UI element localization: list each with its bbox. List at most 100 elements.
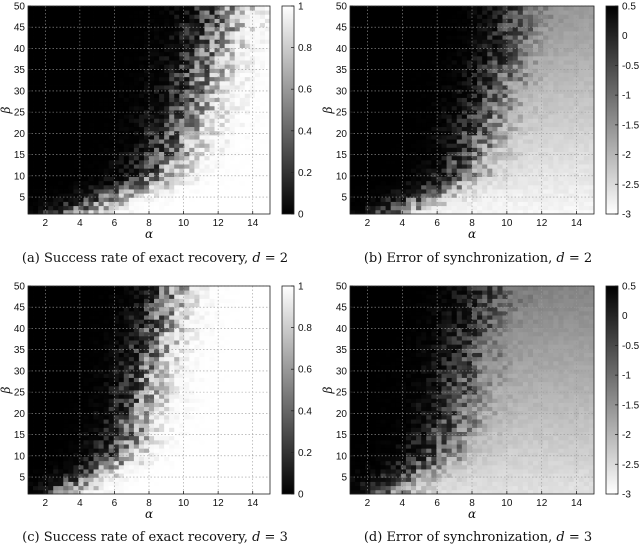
heatmap-cell (588, 147, 595, 152)
heatmap-cell (38, 6, 44, 11)
heatmap-cell (138, 122, 145, 128)
heatmap-cell (164, 155, 170, 161)
heatmap-cell (189, 130, 195, 136)
heatmap-cell (578, 6, 585, 11)
heatmap-cell (543, 18, 549, 24)
heatmap-cell (179, 118, 185, 123)
heatmap-cell (113, 209, 120, 215)
heatmap-cell (43, 10, 49, 15)
heatmap-cell (451, 43, 458, 48)
heatmap-cell (436, 201, 442, 207)
heatmap-cell (254, 6, 261, 11)
heatmap-cell (224, 39, 231, 44)
heatmap-cell (441, 139, 447, 144)
colorbar-tick-label: 0.8 (298, 43, 312, 54)
heatmap-cell (553, 89, 559, 94)
heatmap-cell (411, 30, 417, 36)
heatmap-cell (365, 147, 371, 152)
heatmap-cell (533, 39, 539, 44)
heatmap-cell (43, 76, 49, 82)
heatmap-cell (264, 168, 271, 173)
heatmap-cell (533, 80, 539, 86)
heatmap-cell (446, 14, 453, 19)
heatmap-cell (558, 201, 564, 207)
heatmap-cell (456, 22, 463, 28)
heatmap-cell (128, 80, 135, 86)
heatmap-cell (133, 180, 140, 186)
heatmap-cell (390, 22, 397, 28)
heatmap-cell (33, 97, 39, 103)
heatmap-cell (58, 68, 64, 73)
heatmap-cell (426, 97, 432, 103)
heatmap-cell (159, 39, 165, 44)
heatmap-cell (189, 68, 195, 73)
heatmap-cell (234, 155, 241, 161)
heatmap-cell (214, 76, 220, 82)
heatmap-cell (365, 134, 371, 140)
heatmap-cell (502, 176, 508, 182)
heatmap-cell (482, 47, 488, 53)
heatmap-cell (563, 151, 569, 157)
heatmap-cell (259, 172, 266, 177)
heatmap-cell (350, 168, 356, 173)
heatmap-cell (88, 180, 94, 186)
heatmap-cell (538, 110, 544, 115)
heatmap-cell (380, 60, 386, 65)
heatmap-cell (199, 30, 205, 36)
heatmap-cell (370, 143, 376, 148)
heatmap-cell (456, 189, 463, 194)
heatmap-cell (179, 205, 185, 211)
heatmap-cell (128, 114, 135, 119)
heatmap-cell (154, 184, 160, 190)
heatmap-cell (405, 110, 412, 115)
heatmap-cell (38, 126, 44, 132)
caption-math: d (556, 251, 564, 266)
heatmap-cell (350, 85, 356, 90)
heatmap-cell (48, 60, 54, 65)
heatmap-cell (355, 172, 361, 177)
heatmap-cell (517, 180, 524, 186)
heatmap-cell (149, 159, 155, 165)
heatmap-cell (28, 89, 34, 94)
heatmap-cell (380, 122, 386, 128)
heatmap-cell (38, 110, 44, 115)
heatmap-cell (411, 126, 417, 132)
heatmap-cell (209, 101, 215, 107)
heatmap-cell (38, 43, 44, 48)
heatmap-cell (578, 164, 585, 169)
heatmap-cell (436, 60, 442, 65)
heatmap-cell (487, 168, 493, 173)
heatmap-cell (527, 18, 534, 24)
heatmap-cell (583, 10, 590, 15)
heatmap-cell (58, 180, 64, 186)
heatmap-cell (482, 110, 488, 115)
heatmap-cell (365, 189, 371, 194)
heatmap-cell (254, 72, 261, 78)
heatmap-cell (390, 159, 397, 165)
heatmap-cell (264, 72, 271, 78)
heatmap-cell (123, 209, 130, 215)
heatmap-cell (461, 184, 468, 190)
heatmap-cell (563, 155, 569, 161)
heatmap-cell (466, 205, 473, 211)
heatmap-cell (174, 193, 180, 198)
heatmap-cell (400, 60, 407, 65)
heatmap-cell (118, 30, 125, 36)
heatmap-cell (487, 85, 493, 90)
heatmap-cell (43, 101, 49, 107)
heatmap-cell (204, 164, 210, 169)
heatmap-cell (194, 22, 200, 28)
heatmap-cell (164, 93, 170, 98)
heatmap-cell (533, 60, 539, 65)
heatmap-cell (355, 164, 361, 169)
heatmap-cell (33, 101, 39, 107)
heatmap-cell (416, 172, 422, 177)
heatmap-cell (405, 93, 412, 98)
heatmap-cell (234, 168, 241, 173)
heatmap-cell (492, 64, 498, 69)
heatmap-cell (461, 60, 468, 65)
heatmap-cell (431, 35, 437, 40)
heatmap-cell (78, 193, 84, 198)
heatmap-cell (370, 18, 376, 24)
heatmap-cell (128, 122, 135, 128)
